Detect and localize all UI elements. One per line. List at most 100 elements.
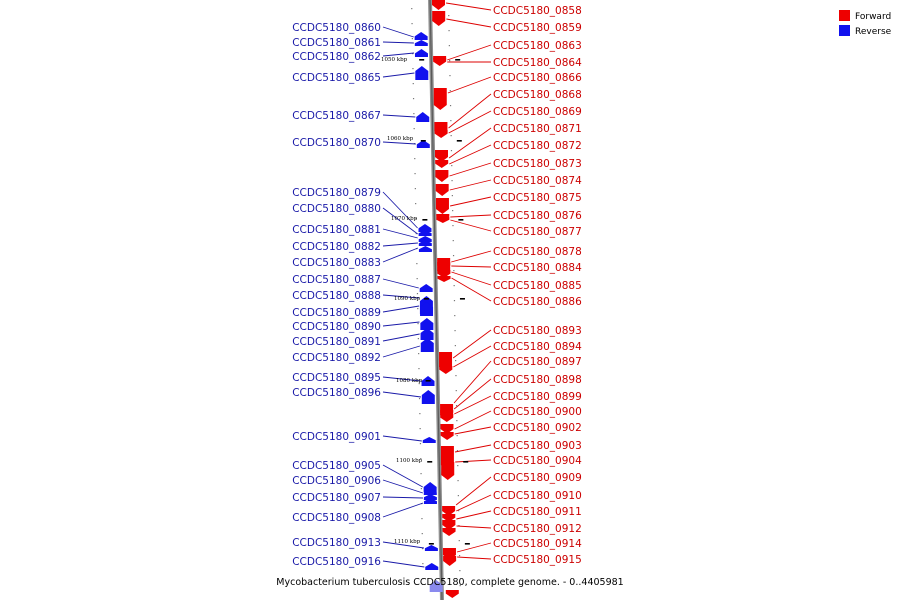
reverse-gene-leader-line [382, 496, 423, 499]
reverse-gene-leader-line [382, 479, 423, 494]
scale-dot [457, 495, 459, 497]
reverse-gene-label[interactable]: CCDC5180_0895 [292, 372, 381, 384]
reverse-gene-label[interactable]: CCDC5180_0896 [292, 387, 381, 399]
reverse-gene-label[interactable]: CCDC5180_0892 [292, 352, 381, 364]
forward-gene-feature [445, 590, 459, 598]
scale-dot [414, 173, 416, 175]
reverse-gene-leader-line [382, 376, 421, 382]
forward-gene-feature [443, 556, 457, 566]
forward-gene-feature [437, 262, 451, 270]
reverse-gene-label[interactable]: CCDC5180_0888 [292, 290, 381, 302]
legend-forward-swatch [839, 10, 850, 21]
reverse-gene-label[interactable]: CCDC5180_0879 [292, 187, 381, 199]
forward-gene-label[interactable]: CCDC5180_0900 [493, 406, 582, 418]
reverse-gene-label[interactable]: CCDC5180_0881 [292, 224, 381, 236]
forward-gene-label[interactable]: CCDC5180_0864 [493, 57, 582, 69]
forward-gene-label[interactable]: CCDC5180_0893 [493, 325, 582, 337]
forward-gene-feature [432, 11, 446, 26]
reverse-gene-label[interactable]: CCDC5180_0867 [292, 110, 381, 122]
forward-gene-feature [437, 276, 451, 282]
scale-dot [417, 308, 419, 310]
scale-dot [420, 488, 422, 490]
reverse-gene-leader-line [382, 247, 419, 263]
reverse-gene-label[interactable]: CCDC5180_0891 [292, 336, 381, 348]
forward-gene-label[interactable]: CCDC5180_0863 [493, 40, 582, 52]
reverse-gene-label[interactable]: CCDC5180_0889 [292, 307, 381, 319]
forward-gene-label[interactable]: CCDC5180_0897 [493, 356, 582, 368]
forward-gene-label[interactable]: CCDC5180_0876 [493, 210, 582, 222]
forward-gene-label[interactable]: CCDC5180_0884 [493, 262, 582, 274]
scale-dot [455, 405, 458, 407]
scale-dot [449, 90, 451, 92]
forward-gene-feature [440, 424, 454, 434]
forward-gene-label[interactable]: CCDC5180_0910 [493, 490, 582, 502]
scale-dot [419, 443, 422, 445]
scale-dot [452, 240, 454, 242]
reverse-gene-label[interactable]: CCDC5180_0913 [292, 537, 381, 549]
forward-gene-feature [433, 88, 447, 110]
reverse-gene-label[interactable]: CCDC5180_0883 [292, 257, 381, 269]
forward-gene-leader-line [454, 444, 492, 453]
reverse-gene-feature [416, 112, 430, 122]
scale-dot [456, 450, 459, 452]
reverse-gene-leader-line [382, 26, 414, 38]
forward-gene-label[interactable]: CCDC5180_0871 [493, 123, 582, 135]
reverse-gene-label[interactable]: CCDC5180_0890 [292, 321, 381, 333]
forward-gene-label[interactable]: CCDC5180_0874 [493, 175, 582, 187]
reverse-gene-leader-line [382, 541, 425, 549]
forward-gene-label[interactable]: CCDC5180_0875 [493, 192, 582, 204]
forward-gene-label[interactable]: CCDC5180_0894 [493, 341, 582, 353]
forward-gene-label[interactable]: CCDC5180_0866 [493, 72, 582, 84]
forward-gene-label[interactable]: CCDC5180_0859 [493, 22, 582, 34]
reverse-gene-label[interactable]: CCDC5180_0905 [292, 460, 381, 472]
reverse-gene-feature [414, 40, 428, 46]
reverse-gene-label[interactable]: CCDC5180_0870 [292, 137, 381, 149]
reverse-gene-label[interactable]: CCDC5180_0882 [292, 241, 381, 253]
reverse-gene-label[interactable]: CCDC5180_0860 [292, 22, 381, 34]
reverse-gene-label[interactable]: CCDC5180_0907 [292, 492, 381, 504]
reverse-gene-leader-line [382, 191, 418, 229]
forward-gene-label[interactable]: CCDC5180_0904 [493, 455, 582, 467]
forward-gene-leader-line [448, 110, 492, 134]
reverse-gene-label[interactable]: CCDC5180_0865 [292, 72, 381, 84]
forward-gene-leader-line [449, 144, 492, 165]
forward-gene-label[interactable]: CCDC5180_0912 [493, 523, 582, 535]
forward-gene-label[interactable]: CCDC5180_0898 [493, 374, 582, 386]
reverse-gene-feature [418, 230, 432, 236]
reverse-gene-label[interactable]: CCDC5180_0908 [292, 512, 381, 524]
scale-dot [422, 563, 424, 565]
forward-gene-label[interactable]: CCDC5180_0858 [493, 5, 582, 17]
forward-gene-label[interactable]: CCDC5180_0877 [493, 226, 582, 238]
reverse-gene-label[interactable]: CCDC5180_0916 [292, 556, 381, 568]
forward-gene-label[interactable]: CCDC5180_0878 [493, 246, 582, 258]
forward-gene-label[interactable]: CCDC5180_0872 [493, 140, 582, 152]
reverse-gene-feature [423, 489, 437, 495]
reverse-gene-label[interactable]: CCDC5180_0861 [292, 37, 381, 49]
forward-gene-leader-line [447, 76, 492, 94]
reverse-gene-label[interactable]: CCDC5180_0862 [292, 51, 381, 63]
scale-dot [411, 23, 413, 25]
forward-gene-label[interactable]: CCDC5180_0911 [493, 506, 582, 518]
forward-gene-label[interactable]: CCDC5180_0869 [493, 106, 582, 118]
reverse-gene-feature [420, 338, 434, 352]
scale-dot [421, 548, 424, 550]
reverse-gene-feature [423, 482, 437, 492]
reverse-gene-feature [415, 66, 429, 80]
reverse-gene-label[interactable]: CCDC5180_0906 [292, 475, 381, 487]
reverse-gene-label[interactable]: CCDC5180_0901 [292, 431, 381, 443]
reverse-gene-label[interactable]: CCDC5180_0880 [292, 203, 381, 215]
forward-gene-label[interactable]: CCDC5180_0902 [493, 422, 582, 434]
forward-gene-label[interactable]: CCDC5180_0868 [493, 89, 582, 101]
forward-gene-label[interactable]: CCDC5180_0915 [493, 554, 582, 566]
forward-gene-label[interactable]: CCDC5180_0899 [493, 391, 582, 403]
scale-tick [464, 543, 470, 545]
forward-gene-label[interactable]: CCDC5180_0885 [493, 280, 582, 292]
forward-gene-label[interactable]: CCDC5180_0886 [493, 296, 582, 308]
reverse-gene-label[interactable]: CCDC5180_0887 [292, 274, 381, 286]
forward-gene-label[interactable]: CCDC5180_0873 [493, 158, 582, 170]
forward-gene-label[interactable]: CCDC5180_0909 [493, 472, 582, 484]
forward-gene-label[interactable]: CCDC5180_0914 [493, 538, 582, 550]
forward-gene-label[interactable]: CCDC5180_0903 [493, 440, 582, 452]
scale-dot [456, 435, 458, 437]
scale-tick [455, 59, 461, 61]
